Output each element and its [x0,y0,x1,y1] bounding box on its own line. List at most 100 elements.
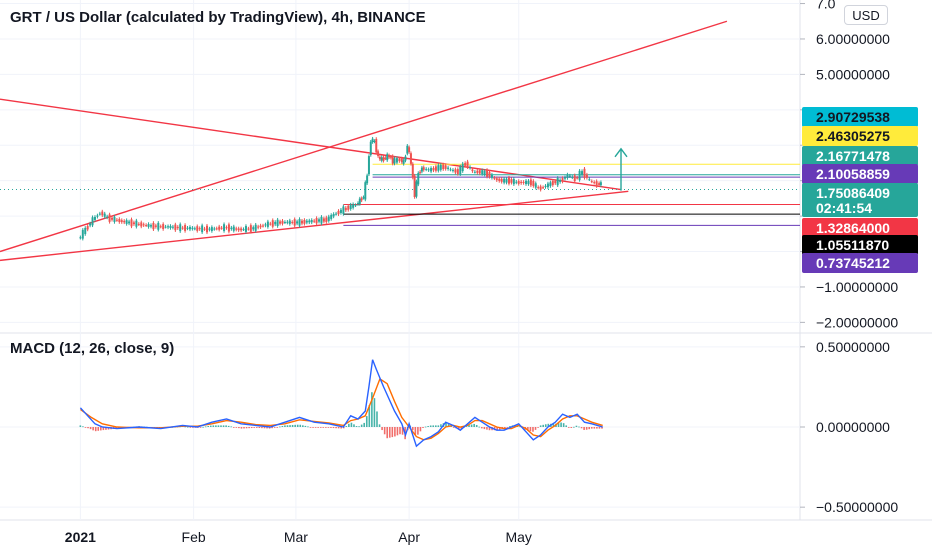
macd-histogram-bar [189,427,192,428]
macd-histogram-bar [417,427,419,435]
macd-histogram-bar [94,427,97,432]
macd-histogram-bar [401,427,404,435]
candle-body [79,237,82,239]
candle-body [358,198,361,204]
macd-histogram-bar [593,427,596,429]
candle-body [186,227,189,229]
macd-histogram-bar [289,425,291,427]
candle-body [84,227,87,235]
candle-body [529,179,532,186]
candle-body [593,182,596,184]
candle-body [162,224,165,230]
macd-histogram-bar [337,427,340,429]
candle-body [159,226,162,228]
macd-histogram-bar [322,427,325,428]
candle-body [142,224,145,226]
candle-body [420,167,423,172]
candle-body [464,163,467,166]
candle-body [193,228,196,230]
candle-body [254,224,257,231]
price-tag-label: 2.10058859 [816,166,890,182]
candle-body [503,178,506,183]
macd-histogram-bar [432,425,435,427]
candle-body [86,226,89,230]
candle-body [130,219,133,227]
y-tick-label: 7.0 [816,0,836,12]
candle-body [527,180,530,185]
candle-body [310,220,313,223]
candle-body [398,158,401,162]
candle-body [313,220,316,222]
candle-body [232,226,235,231]
macd-histogram-bar [317,427,319,428]
candle-body [444,165,447,169]
candle-body [203,228,206,230]
candle-body [106,216,109,218]
macd-histogram-bar [299,424,302,427]
candle-body [595,181,598,187]
candle-body [598,183,601,185]
candle-body [576,177,579,179]
candle-body [568,175,571,177]
candle-body [454,169,457,173]
macd-histogram-bar [97,427,100,431]
candle-body [469,166,472,168]
macd-tick-label: −0.50000000 [816,499,898,515]
candle-body [210,227,213,231]
candle-body [500,178,503,182]
candle-body [344,207,347,211]
candle-body [103,213,106,217]
macd-histogram-bar [475,424,478,427]
candle-body [583,168,586,178]
candle-body [128,221,131,224]
macd-histogram-bar [496,427,498,431]
y-tick-label: 6.00000000 [816,31,890,47]
macd-histogram-bar [504,427,506,429]
candle-body [296,221,299,224]
macd-histogram-bar [291,424,294,427]
candle-body [532,180,535,186]
candle-body [430,168,433,172]
candle-body [242,229,245,231]
candle-body [271,220,274,227]
macd-histogram-bar [294,424,296,427]
macd-histogram-bar [319,427,322,428]
x-tick-label: Apr [398,529,420,545]
currency-button[interactable]: USD [844,5,888,25]
price-tag-bg [802,235,918,255]
macd-histogram-bar [376,411,378,427]
macd-histogram-bar [527,427,529,431]
macd-histogram-bar [266,427,268,429]
candle-body [125,220,128,224]
candle-body [546,183,549,188]
candle-body [120,220,123,223]
candle-body [590,181,593,183]
y-tick-label: −1.00000000 [816,279,898,295]
macd-histogram-bar [89,427,92,430]
macd-histogram-bar [383,427,386,435]
candle-body [451,169,454,171]
price-tag-bg [802,183,918,217]
macd-histogram-bar [325,427,327,428]
macd-histogram-bar [386,427,389,439]
candle-body [325,217,328,223]
macd-histogram-bar [539,425,542,427]
macd-histogram-bar [394,427,396,437]
x-tick-label: Mar [284,529,308,545]
macd-histogram-bar [529,427,532,432]
macd-histogram-bar [273,427,276,428]
x-tick-label: 2021 [65,529,96,545]
candle-body [391,156,394,164]
macd-histogram-bar [445,422,447,427]
macd-histogram-bar [473,423,475,427]
macd-histogram-bar [486,427,488,430]
macd-histogram-bar [304,425,307,427]
candle-body [525,180,528,185]
candle-body [427,169,430,171]
candle-body [240,228,243,231]
macd-histogram-bar [388,427,391,438]
candle-body [298,219,301,226]
candle-body [171,226,174,228]
macd-histogram-bar [440,424,442,427]
